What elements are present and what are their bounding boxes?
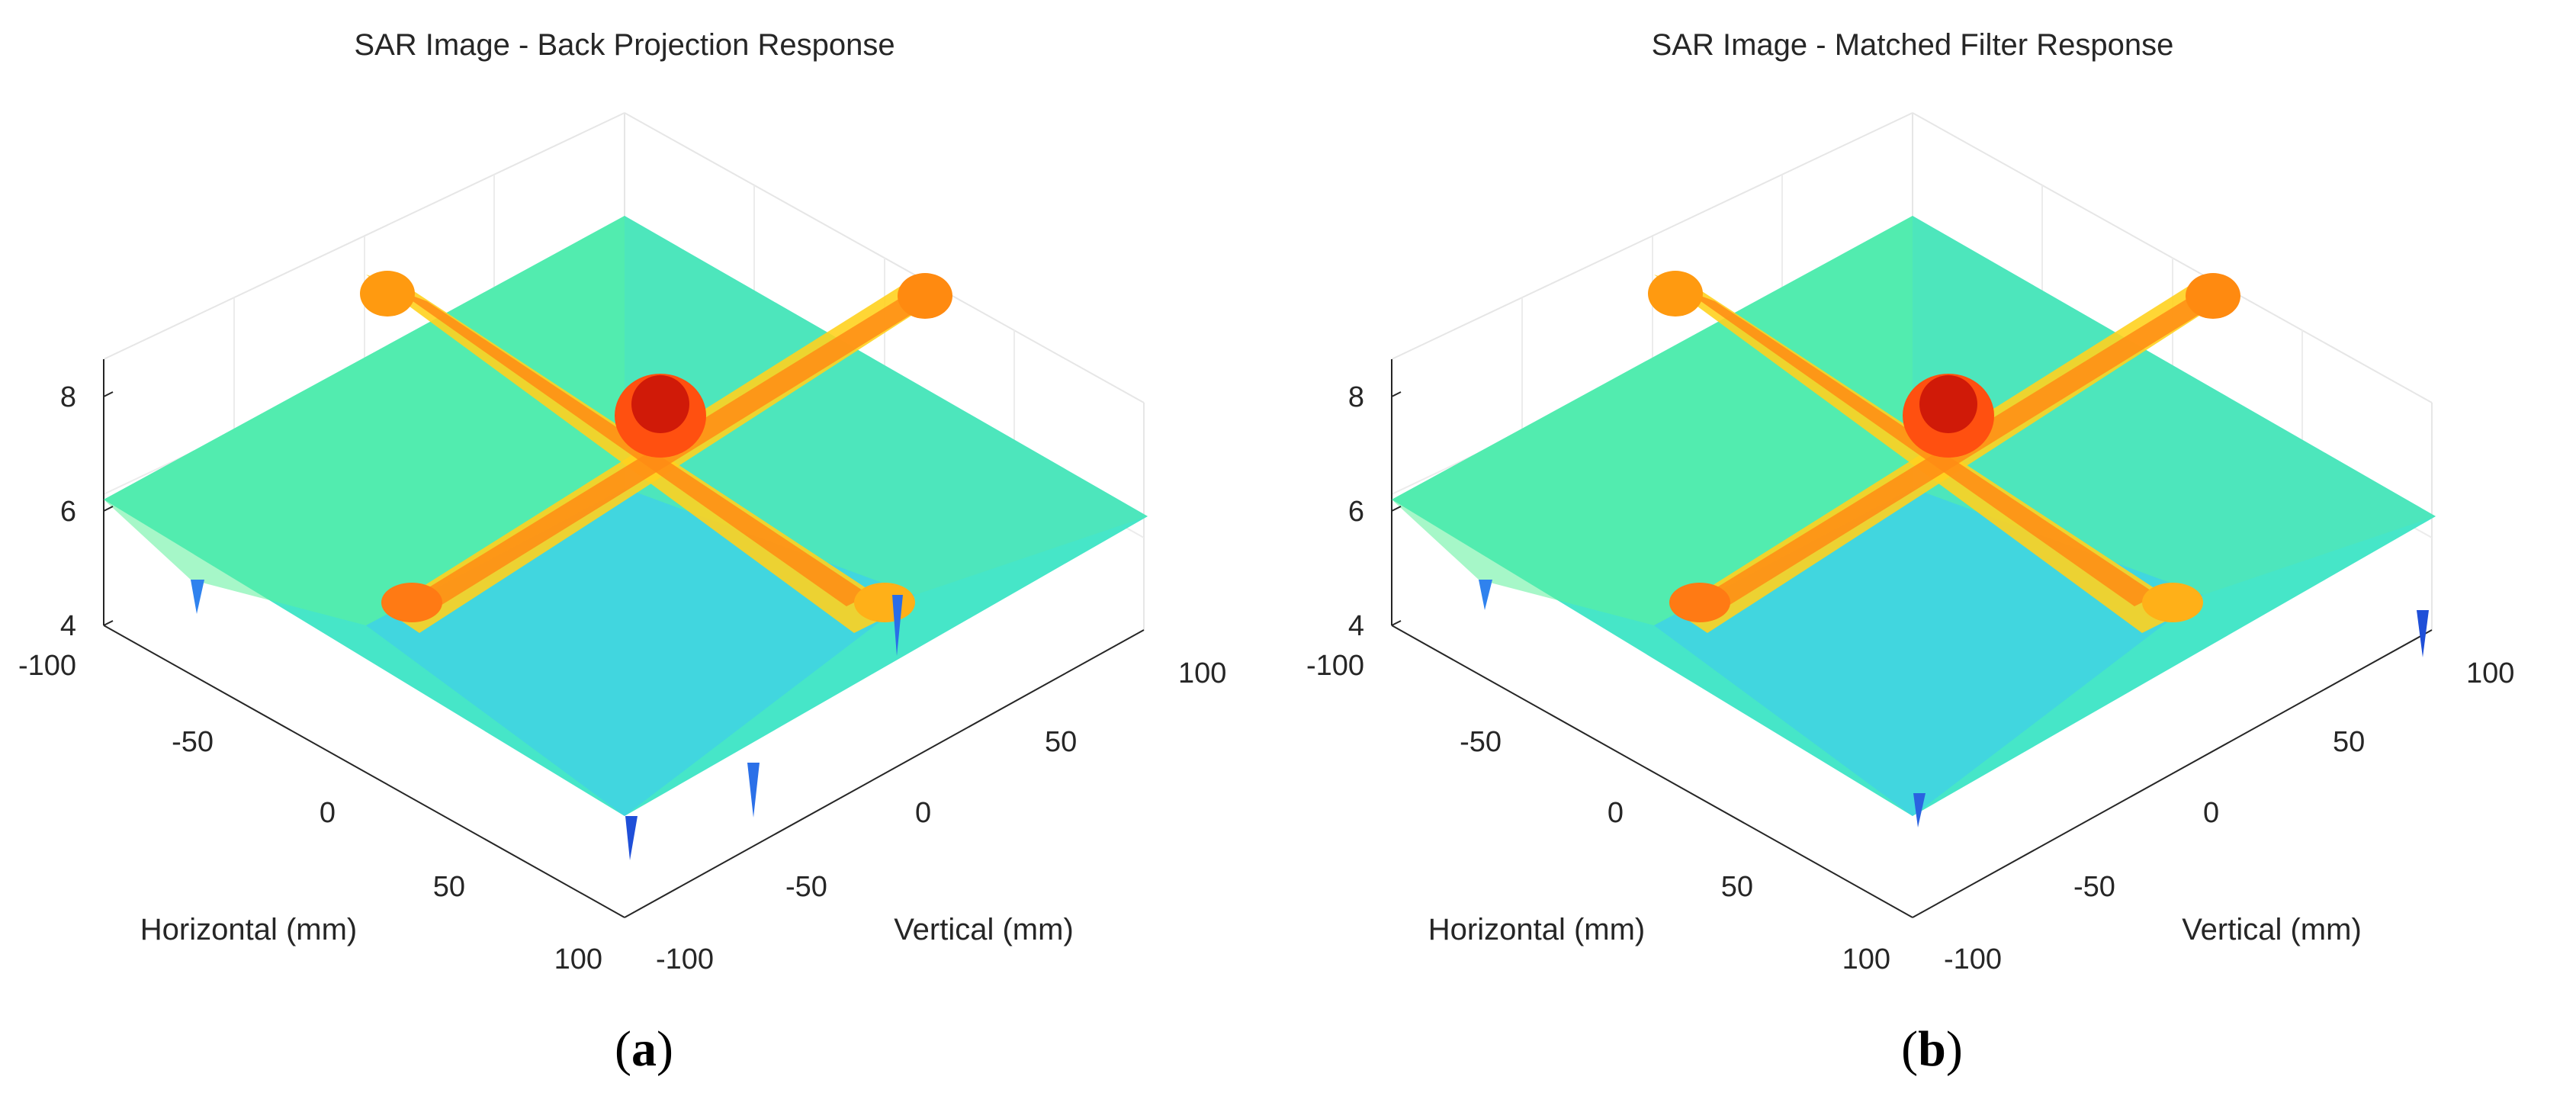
surface-right-plateau	[1913, 216, 2436, 595]
box-edge-top-left	[103, 112, 625, 360]
x-tick-label: 0	[320, 797, 336, 829]
surface-left-plateau	[104, 216, 625, 625]
y-axis-line	[1912, 629, 2433, 918]
ridge-lobe-upper-right	[2186, 273, 2240, 319]
surface-dip-front	[1913, 793, 1926, 827]
y-tick-label: 0	[2203, 797, 2219, 829]
x-axis-line	[103, 625, 625, 918]
surface-dip-left	[191, 580, 204, 614]
surface-dip-far-right	[892, 595, 903, 656]
surface-dip-right	[2417, 610, 2429, 657]
central-peak	[631, 375, 689, 433]
ridge-lobe-lower-right	[854, 583, 915, 622]
x-tick-label: -100	[1306, 650, 1364, 682]
surface-left-plateau	[1392, 216, 1913, 625]
z-ticks: 4 6 8	[1348, 381, 1402, 642]
x-tick-label: -50	[172, 726, 214, 758]
y-tick-label: 50	[1045, 726, 1077, 758]
x-tick-label: 0	[1608, 797, 1624, 829]
y-ticks: -100 -50 0 50 100	[656, 657, 1226, 975]
central-peak	[1919, 375, 1977, 433]
x-tick-label: 50	[1721, 871, 1753, 903]
y-tick-label: 50	[2333, 726, 2365, 758]
y-tick-label: -50	[785, 871, 827, 903]
caption-letter: b	[1918, 1021, 1946, 1077]
ridge-lobe-lower-left	[1669, 583, 1730, 622]
x-ticks: -100 -50 0 50 100	[18, 650, 602, 975]
surface-plot-a: SAR Image - Back Projection Response 4 6…	[18, 28, 1226, 975]
z-tick-label: 8	[1348, 381, 1364, 413]
z-tick-label: 4	[1348, 610, 1364, 642]
ridge-lobe-upper-right	[898, 273, 952, 319]
box-edge-top-left	[1391, 112, 1913, 360]
y-tick-label: -100	[656, 943, 714, 975]
surface-dip-front	[625, 816, 638, 860]
caption-a: (a)	[615, 1021, 673, 1077]
x-tick-label: 100	[1842, 943, 1890, 975]
caption-b: (b)	[1901, 1021, 1963, 1077]
z-tick-label: 6	[1348, 496, 1364, 528]
z-ticks: 4 6 8	[60, 381, 114, 642]
y-tick-label: 100	[1178, 657, 1226, 689]
x-tick-label: -100	[18, 650, 76, 682]
z-tick-label: 6	[60, 496, 76, 528]
x-tick-label: 50	[433, 871, 465, 903]
x-axis-label: Horizontal (mm)	[1428, 913, 1645, 946]
chart-panel-a: SAR Image - Back Projection Response 4 6…	[18, 28, 1226, 1077]
surface-right-plateau	[625, 216, 1148, 595]
chart-panel-b: SAR Image - Matched Filter Response 4 6 …	[1288, 0, 2576, 1115]
x-tick-label: -50	[1460, 726, 1502, 758]
z-tick-label: 4	[60, 610, 76, 642]
surface-b	[1392, 216, 2436, 827]
y-axis-line	[624, 629, 1145, 918]
x-tick-label: 100	[554, 943, 602, 975]
surface-plot-b: SAR Image - Matched Filter Response 4 6 …	[1306, 28, 2514, 975]
y-tick-label: 0	[915, 797, 931, 829]
ridge-lobe-upper-left	[1648, 271, 1703, 317]
y-axis-label: Vertical (mm)	[894, 913, 1074, 946]
caption-letter: a	[631, 1021, 657, 1077]
ridge-lobe-lower-right	[2142, 583, 2203, 622]
z-tick-label: 8	[60, 381, 76, 413]
surface-dip-right	[747, 763, 760, 818]
plot-title: SAR Image - Matched Filter Response	[1652, 28, 2174, 62]
ridge-lobe-upper-left	[360, 271, 415, 317]
y-tick-label: -50	[2073, 871, 2115, 903]
ridge-lobe-lower-left	[381, 583, 442, 622]
x-ticks: -100 -50 0 50 100	[1306, 650, 1890, 975]
y-axis-label: Vertical (mm)	[2182, 913, 2362, 946]
x-axis-line	[1391, 625, 1913, 918]
y-tick-label: 100	[2466, 657, 2514, 689]
plot-title: SAR Image - Back Projection Response	[354, 28, 895, 62]
y-tick-label: -100	[1944, 943, 2002, 975]
x-axis-label: Horizontal (mm)	[140, 913, 357, 946]
y-ticks: -100 -50 0 50 100	[1944, 657, 2514, 975]
surface-dip-left	[1479, 580, 1492, 610]
surface-a	[104, 216, 1148, 860]
